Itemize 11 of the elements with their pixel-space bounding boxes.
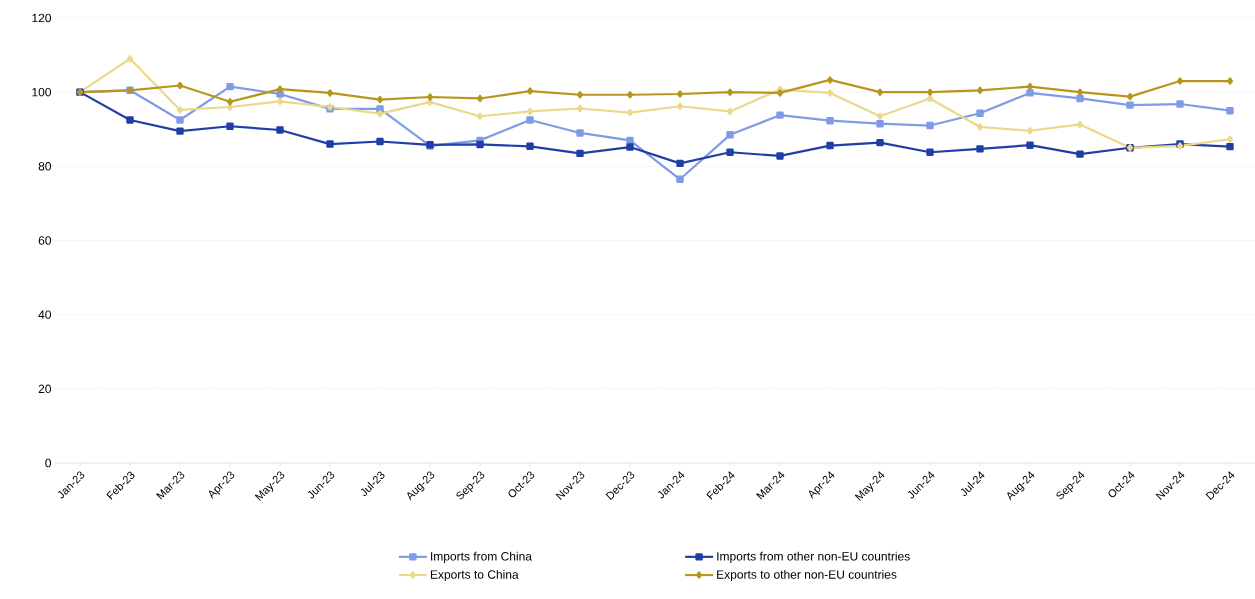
y-tick-label: 100 [32, 87, 52, 97]
y-tick-label: 120 [32, 13, 52, 23]
legend-label: Imports from China [431, 551, 532, 563]
y-tick-label: 60 [38, 236, 52, 245]
y-tick-label: 40 [38, 310, 52, 319]
y-tick-label: 80 [38, 162, 52, 171]
legend-label: Exports to China [430, 569, 519, 582]
legend-label: Imports from other non-EU countries [717, 551, 910, 563]
legend-label: Exports to other non-EU countries [717, 569, 897, 582]
y-tick-label: 0 [45, 458, 52, 468]
y-tick-label: 20 [38, 384, 52, 394]
